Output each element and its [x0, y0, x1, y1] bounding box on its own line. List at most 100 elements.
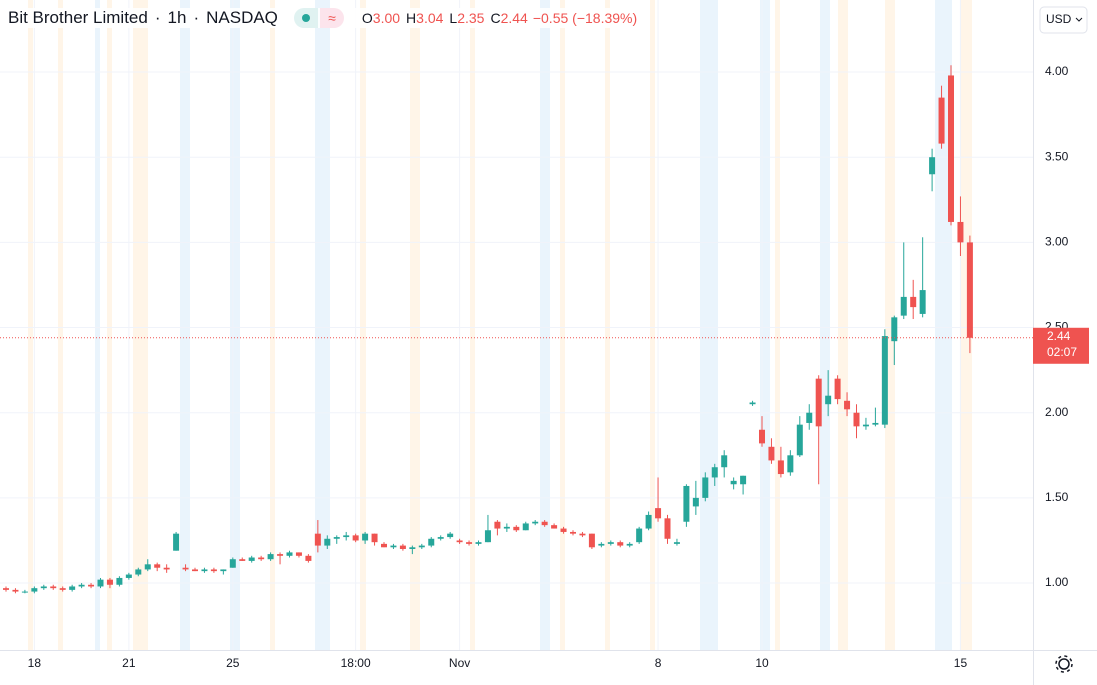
ohlc-key: O [361, 10, 373, 26]
candle-body [636, 528, 643, 543]
candle-body [626, 543, 633, 546]
candle-body [163, 567, 170, 570]
x-tick-label: 18 [28, 656, 42, 670]
x-tick-label: 25 [226, 656, 240, 670]
candle-body [144, 564, 151, 570]
session-band [760, 0, 770, 650]
candle-body [806, 412, 813, 423]
candle-body [154, 564, 161, 568]
candle-body [286, 552, 293, 556]
candle-body [825, 395, 832, 405]
candle-body [607, 542, 614, 544]
candles [0, 65, 1033, 594]
candle-body [598, 543, 605, 546]
currency: USD [1046, 12, 1072, 26]
candle-body [522, 523, 529, 531]
session-band [270, 0, 275, 650]
interval: 1h [167, 8, 187, 27]
candle-body [116, 577, 123, 585]
candle-body [475, 542, 482, 544]
candle-body [220, 569, 227, 572]
session-band [960, 0, 972, 650]
ohlc-value: 3.04 [416, 10, 444, 26]
candle-body [390, 545, 397, 548]
candle-body [106, 579, 113, 585]
candle-body [749, 402, 756, 405]
candle-body [239, 559, 246, 561]
candle-body [900, 296, 907, 316]
candle-body [872, 422, 879, 425]
y-tick-label: 1.00 [1045, 575, 1069, 589]
candle-body [588, 533, 595, 548]
candle-body [97, 579, 104, 587]
candle-body [182, 567, 189, 570]
session-band [230, 0, 240, 650]
candle-body [3, 588, 9, 590]
candle-body [692, 497, 699, 507]
candle-body [314, 533, 321, 546]
candle-body [513, 526, 520, 531]
candle-body [957, 221, 964, 243]
session-band [95, 0, 100, 650]
candle-body [333, 537, 340, 539]
candle-body [777, 460, 784, 475]
candle-body [948, 75, 954, 222]
session-band [28, 0, 33, 650]
ohlc-value: 3.00 [372, 10, 401, 26]
price-tag-value: 2.44 [1047, 329, 1071, 343]
candle-body [428, 538, 435, 546]
candle-body [229, 559, 236, 568]
candle-body [683, 485, 690, 522]
x-tick-label: 10 [755, 656, 769, 670]
candle-body [617, 542, 624, 546]
session-band [315, 0, 330, 650]
candle-body [787, 455, 794, 473]
candle-body [88, 584, 95, 587]
candle-body [484, 530, 491, 543]
candle-body [702, 477, 709, 498]
change: −0.55 (−18.39%) [532, 10, 638, 26]
price-tag-countdown: 02:07 [1047, 345, 1077, 359]
candle-body [12, 589, 19, 592]
x-tick-label: Nov [449, 656, 470, 670]
candle-body [192, 569, 198, 572]
candle-body [295, 552, 302, 556]
candle-body [853, 412, 860, 427]
candle-body [50, 586, 57, 589]
x-tick-label: 18:00 [341, 656, 371, 670]
ohlc-value: 2.35 [457, 10, 485, 26]
candle-body [210, 569, 217, 572]
candle-body [579, 533, 586, 536]
currency-button[interactable] [1039, 6, 1088, 34]
candle-body [919, 290, 926, 314]
session-band [410, 0, 420, 650]
ohlc-values: O3.00 H3.04 L2.35 C2.44 [362, 10, 528, 26]
candle-body [551, 525, 558, 529]
candle-body [305, 555, 312, 561]
session-band [560, 0, 565, 650]
candle-body [59, 588, 66, 590]
candle-body [248, 557, 255, 561]
candle-body [570, 531, 576, 534]
candle-body [711, 467, 718, 478]
grid [0, 0, 1033, 650]
candle-body [135, 569, 142, 575]
candle-body [532, 521, 539, 524]
x-tick-label: 15 [954, 656, 968, 670]
y-tick-label: 4.00 [1045, 64, 1069, 78]
session-band [838, 0, 848, 650]
candle-body [409, 547, 416, 549]
candle-body [352, 535, 359, 541]
candle-body [796, 424, 803, 456]
candle-body [267, 554, 274, 560]
y-tick-label: 2.00 [1045, 405, 1069, 419]
settings-icon[interactable] [1055, 655, 1073, 673]
candle-body [40, 586, 47, 589]
candle-body [730, 480, 737, 485]
currency-caret [1075, 17, 1083, 22]
candle-body [21, 591, 28, 593]
candle-body [541, 521, 548, 526]
candle-body [664, 518, 671, 539]
candle-body [881, 336, 888, 425]
candle-body [929, 157, 936, 175]
